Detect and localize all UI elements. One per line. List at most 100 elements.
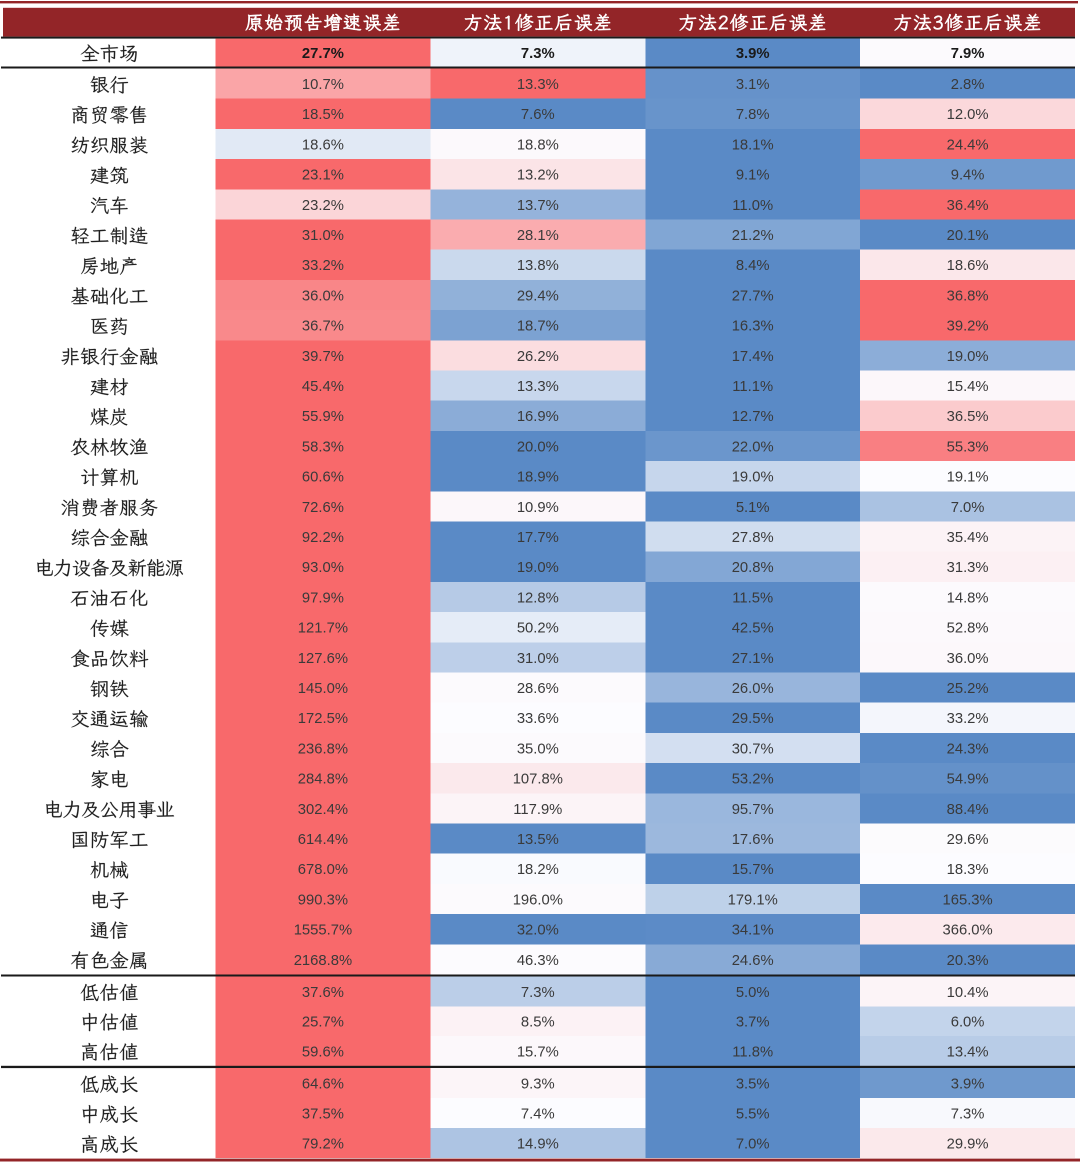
svg-text:179.1%: 179.1% (728, 892, 778, 908)
svg-text:36.4%: 36.4% (947, 198, 989, 214)
svg-text:15.7%: 15.7% (732, 862, 774, 878)
svg-text:5.0%: 5.0% (736, 985, 770, 1001)
svg-text:5.1%: 5.1% (736, 500, 770, 516)
svg-text:53.2%: 53.2% (732, 772, 774, 788)
svg-text:7.9%: 7.9% (951, 46, 985, 62)
svg-text:50.2%: 50.2% (517, 621, 559, 637)
svg-text:5.5%: 5.5% (736, 1107, 770, 1123)
svg-text:18.7%: 18.7% (517, 319, 559, 335)
svg-text:7.6%: 7.6% (521, 107, 555, 123)
svg-text:9.4%: 9.4% (951, 168, 985, 184)
svg-text:93.0%: 93.0% (302, 560, 344, 576)
svg-text:59.6%: 59.6% (302, 1044, 344, 1060)
svg-text:17.4%: 17.4% (732, 349, 774, 365)
svg-text:19.0%: 19.0% (732, 470, 774, 486)
svg-text:10.7%: 10.7% (302, 77, 344, 93)
svg-text:37.6%: 37.6% (302, 985, 344, 1001)
svg-text:18.6%: 18.6% (302, 137, 344, 153)
svg-text:18.3%: 18.3% (947, 862, 989, 878)
svg-text:12.8%: 12.8% (517, 590, 559, 606)
svg-text:52.8%: 52.8% (947, 621, 989, 637)
svg-text:3.1%: 3.1% (736, 77, 770, 93)
svg-text:32.0%: 32.0% (517, 923, 559, 939)
svg-text:11.1%: 11.1% (732, 379, 773, 395)
svg-text:33.2%: 33.2% (947, 711, 989, 727)
svg-text:29.4%: 29.4% (517, 288, 559, 304)
svg-text:18.6%: 18.6% (947, 258, 989, 274)
svg-text:7.8%: 7.8% (736, 107, 770, 123)
svg-text:55.9%: 55.9% (302, 409, 344, 425)
svg-text:121.7%: 121.7% (298, 621, 348, 637)
svg-text:92.2%: 92.2% (302, 530, 344, 546)
svg-text:23.2%: 23.2% (302, 198, 344, 214)
svg-text:6.0%: 6.0% (951, 1015, 985, 1031)
svg-text:36.0%: 36.0% (947, 651, 989, 667)
svg-text:13.8%: 13.8% (517, 258, 559, 274)
svg-text:13.7%: 13.7% (517, 198, 559, 214)
svg-text:25.2%: 25.2% (947, 681, 989, 697)
svg-text:30.7%: 30.7% (732, 741, 774, 757)
svg-text:18.1%: 18.1% (732, 137, 774, 153)
svg-text:10.4%: 10.4% (947, 985, 989, 1001)
svg-text:25.7%: 25.7% (302, 1015, 344, 1031)
svg-text:678.0%: 678.0% (298, 862, 348, 878)
svg-text:36.5%: 36.5% (947, 409, 989, 425)
svg-text:3.9%: 3.9% (736, 46, 770, 62)
svg-text:14.9%: 14.9% (517, 1137, 559, 1153)
svg-text:3.5%: 3.5% (736, 1077, 770, 1093)
svg-text:29.5%: 29.5% (732, 711, 774, 727)
svg-text:13.2%: 13.2% (517, 168, 559, 184)
svg-text:11.0%: 11.0% (732, 198, 773, 214)
svg-text:20.1%: 20.1% (947, 228, 989, 244)
svg-text:24.3%: 24.3% (947, 741, 989, 757)
svg-text:2.8%: 2.8% (951, 77, 985, 93)
svg-text:19.0%: 19.0% (947, 349, 989, 365)
svg-text:20.3%: 20.3% (947, 953, 989, 969)
svg-text:27.1%: 27.1% (732, 651, 774, 667)
svg-text:302.4%: 302.4% (298, 802, 348, 818)
svg-text:9.3%: 9.3% (521, 1077, 555, 1093)
svg-text:55.3%: 55.3% (947, 439, 989, 455)
svg-text:29.9%: 29.9% (947, 1137, 989, 1153)
svg-text:11.5%: 11.5% (732, 590, 773, 606)
svg-text:72.6%: 72.6% (302, 500, 344, 516)
svg-text:7.0%: 7.0% (951, 500, 985, 516)
svg-text:36.0%: 36.0% (302, 288, 344, 304)
svg-text:31.0%: 31.0% (302, 228, 344, 244)
svg-text:27.8%: 27.8% (732, 530, 774, 546)
svg-text:31.3%: 31.3% (947, 560, 989, 576)
svg-text:35.4%: 35.4% (947, 530, 989, 546)
svg-text:7.0%: 7.0% (736, 1137, 770, 1153)
svg-text:31.0%: 31.0% (517, 651, 559, 667)
svg-text:1555.7%: 1555.7% (294, 923, 352, 939)
svg-text:7.4%: 7.4% (521, 1107, 555, 1123)
svg-text:46.3%: 46.3% (517, 953, 559, 969)
svg-text:2168.8%: 2168.8% (294, 953, 352, 969)
svg-text:33.2%: 33.2% (302, 258, 344, 274)
svg-text:18.2%: 18.2% (517, 862, 559, 878)
svg-text:8.4%: 8.4% (736, 258, 770, 274)
svg-text:172.5%: 172.5% (298, 711, 348, 727)
svg-text:79.2%: 79.2% (302, 1137, 344, 1153)
svg-text:22.0%: 22.0% (732, 439, 774, 455)
svg-text:28.1%: 28.1% (517, 228, 559, 244)
svg-text:117.9%: 117.9% (513, 802, 562, 818)
svg-text:35.0%: 35.0% (517, 741, 559, 757)
svg-text:236.8%: 236.8% (298, 741, 348, 757)
svg-text:45.4%: 45.4% (302, 379, 344, 395)
svg-text:21.2%: 21.2% (732, 228, 774, 244)
svg-text:366.0%: 366.0% (943, 923, 993, 939)
svg-text:26.0%: 26.0% (732, 681, 774, 697)
svg-text:16.3%: 16.3% (732, 319, 774, 335)
svg-text:284.8%: 284.8% (298, 772, 348, 788)
svg-text:18.5%: 18.5% (302, 107, 344, 123)
svg-text:36.8%: 36.8% (947, 288, 989, 304)
svg-text:88.4%: 88.4% (947, 802, 989, 818)
svg-text:27.7%: 27.7% (732, 288, 774, 304)
svg-text:42.5%: 42.5% (732, 621, 774, 637)
svg-text:36.7%: 36.7% (302, 319, 344, 335)
svg-text:145.0%: 145.0% (298, 681, 348, 697)
svg-text:13.3%: 13.3% (517, 77, 559, 93)
svg-text:7.3%: 7.3% (521, 985, 555, 1001)
svg-text:12.7%: 12.7% (732, 409, 774, 425)
